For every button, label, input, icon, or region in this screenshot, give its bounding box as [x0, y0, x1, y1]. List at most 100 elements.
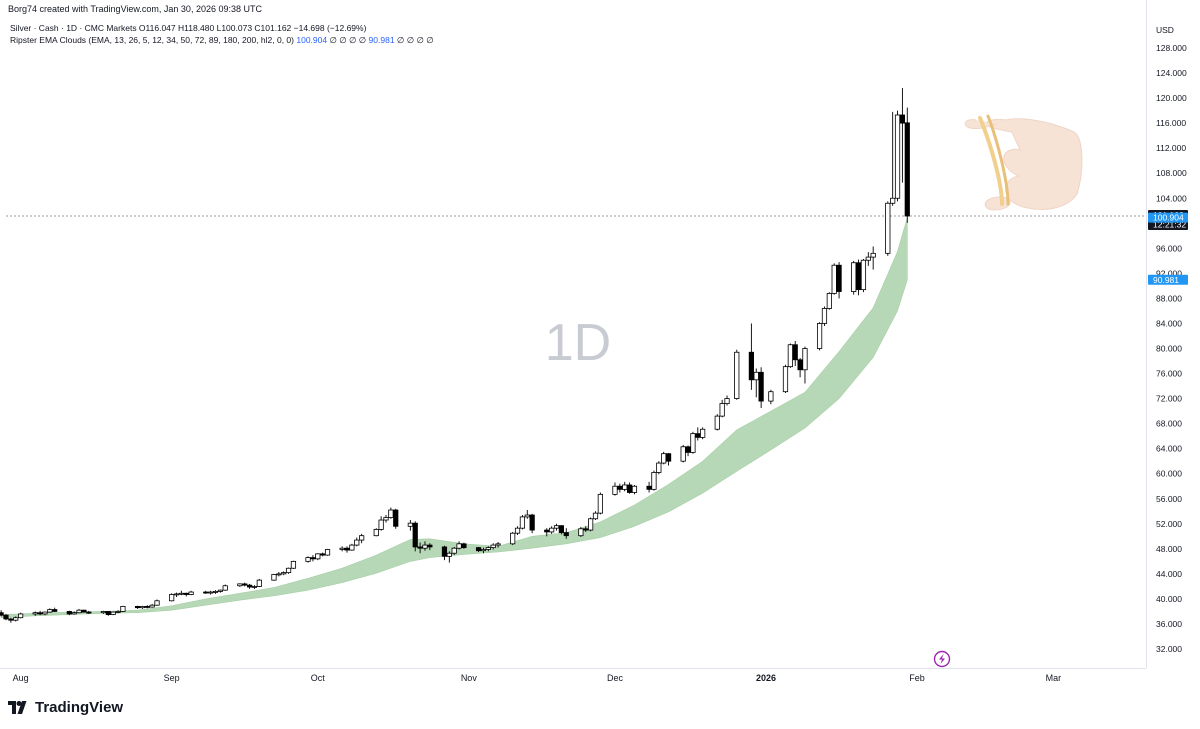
- candle: [734, 349, 740, 400]
- candle-body: [427, 544, 433, 548]
- candle-body: [71, 612, 77, 615]
- candle: [680, 444, 686, 463]
- candle-body: [831, 264, 837, 294]
- candle-body: [339, 547, 345, 550]
- candle-body: [748, 351, 754, 381]
- candle-body: [680, 446, 686, 462]
- y-tick-label: 84.000: [1156, 318, 1182, 328]
- currency-label: USD: [1156, 25, 1174, 35]
- candle: [422, 541, 428, 551]
- price-tag-bg: [1148, 274, 1188, 285]
- price-axis[interactable]: 128.000 124.000 120.000 116.000 112.000 108.0…: [1156, 43, 1187, 654]
- replay-icon[interactable]: [933, 650, 951, 668]
- candle-body: [802, 348, 808, 371]
- candle: [344, 546, 350, 553]
- candle: [13, 616, 19, 622]
- candle-body: [86, 611, 92, 614]
- candle-body: [490, 544, 496, 548]
- candle-body: [782, 366, 789, 393]
- y-tick-label: 56.000: [1156, 494, 1182, 504]
- candle: [0, 610, 4, 617]
- candle: [661, 451, 667, 465]
- candle: [899, 88, 906, 183]
- candle: [553, 523, 560, 531]
- indicator-empty-values-2: ∅ ∅ ∅ ∅: [396, 35, 434, 45]
- candle: [529, 513, 535, 534]
- candle-body: [558, 525, 564, 533]
- candle: [52, 607, 58, 613]
- y-tick-label: 104.000: [1156, 193, 1187, 203]
- candle: [310, 555, 316, 562]
- candle-body: [695, 433, 701, 438]
- candle-body: [32, 612, 38, 615]
- candle-body: [597, 493, 603, 514]
- candle-body: [8, 618, 14, 621]
- candle: [378, 516, 384, 531]
- time-axis[interactable]: Aug Sep Oct Nov Dec 2026 Feb Mar: [13, 673, 1062, 683]
- indicator-legend[interactable]: Ripster EMA Clouds (EMA, 13, 26, 5, 12, …: [10, 35, 434, 46]
- candle: [173, 592, 180, 598]
- candle-body: [690, 433, 696, 453]
- candle: [490, 543, 496, 550]
- tradingview-logo-icon: [8, 701, 27, 714]
- x-tick-label: 2026: [756, 673, 776, 683]
- candle: [217, 589, 223, 593]
- candle: [597, 492, 603, 515]
- candle: [792, 340, 798, 367]
- candle: [276, 571, 282, 577]
- candle: [203, 590, 209, 594]
- candle: [86, 610, 92, 614]
- y-tick-label: 92.000: [1156, 268, 1182, 278]
- candle-body: [183, 592, 189, 595]
- candle-body: [753, 371, 759, 381]
- candle-body: [519, 516, 526, 529]
- candle-body: [290, 560, 297, 569]
- candle: [700, 427, 706, 440]
- candle-body: [524, 514, 530, 518]
- candle: [81, 609, 87, 613]
- candle-body: [378, 519, 384, 530]
- candle: [831, 263, 837, 295]
- candle: [47, 608, 53, 613]
- candle: [3, 613, 9, 621]
- candle-body: [899, 114, 906, 124]
- candle: [544, 528, 550, 537]
- candle: [8, 617, 14, 623]
- candle-body: [836, 264, 842, 292]
- candle: [315, 553, 321, 561]
- candle-body: [549, 527, 555, 533]
- candle: [588, 517, 594, 532]
- ema-cloud-band: [0, 217, 908, 619]
- candle-body: [734, 351, 740, 399]
- candle: [242, 582, 248, 587]
- candle-body: [222, 585, 228, 591]
- y-tick-label: 76.000: [1156, 369, 1182, 379]
- price-tag-value: 100.904: [1153, 213, 1184, 223]
- candle: [412, 521, 418, 552]
- candle-body: [451, 547, 457, 554]
- candle: [134, 605, 141, 609]
- symbol-legend[interactable]: Silver · Cash · 1D · CMC Markets O116.04…: [10, 23, 366, 33]
- price-tag: 100.904: [1148, 212, 1188, 223]
- candle: [758, 367, 764, 408]
- candle: [753, 368, 759, 398]
- y-tick-label: 112.000: [1156, 143, 1186, 153]
- candle-body: [821, 308, 828, 324]
- candle: [281, 571, 287, 576]
- candle-body: [588, 518, 594, 531]
- candle-body: [529, 514, 535, 531]
- candle-body: [212, 591, 219, 593]
- candle-body: [631, 485, 638, 493]
- candle-body: [81, 609, 87, 613]
- candle-body: [3, 614, 9, 620]
- candle-body: [544, 529, 550, 533]
- candle-body: [359, 535, 365, 541]
- candle-body: [583, 528, 589, 531]
- candle: [714, 414, 720, 431]
- hand-with-rubber-band-image: [964, 114, 1083, 211]
- tradingview-logo[interactable]: TradingView: [8, 699, 123, 716]
- candle: [904, 107, 910, 223]
- candle-body: [456, 543, 462, 549]
